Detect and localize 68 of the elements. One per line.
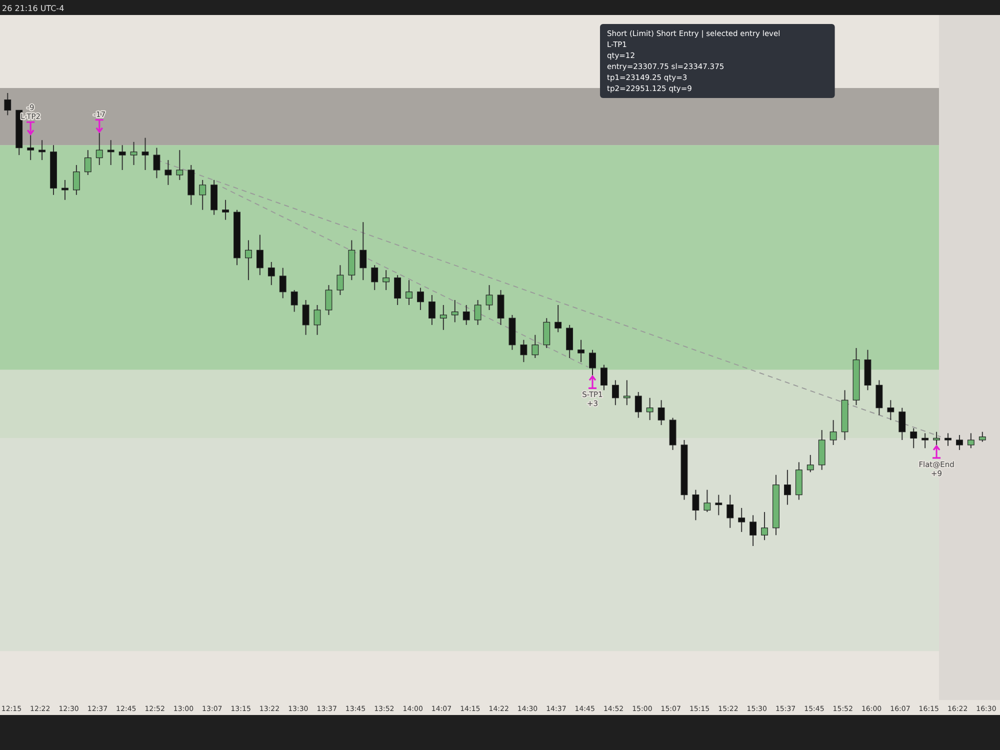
candlestick xyxy=(967,432,974,449)
candlestick xyxy=(761,512,768,541)
candlestick xyxy=(451,300,458,323)
candlestick xyxy=(646,397,654,421)
candlestick xyxy=(142,137,149,171)
candlestick xyxy=(406,280,412,306)
candlestick xyxy=(336,264,344,296)
candlestick xyxy=(910,428,918,449)
candlestick xyxy=(164,160,172,186)
candlestick xyxy=(290,290,298,312)
candlestick xyxy=(692,489,700,521)
candlestick xyxy=(726,494,734,528)
candlestick xyxy=(360,222,367,281)
candlestick xyxy=(634,391,642,418)
candlestick xyxy=(62,179,68,200)
candlestick xyxy=(933,431,940,446)
candlestick xyxy=(887,400,894,421)
candlestick xyxy=(382,270,390,291)
candlestick xyxy=(578,339,584,363)
candlestick xyxy=(623,380,630,406)
candlestick xyxy=(268,261,275,286)
candlestick xyxy=(417,287,424,310)
candlestick xyxy=(371,264,378,291)
candlestick xyxy=(4,92,12,116)
candlestick xyxy=(27,134,34,161)
candlestick xyxy=(600,364,608,391)
candlestick xyxy=(658,400,665,426)
candlestick xyxy=(325,284,332,316)
chart-title: 26 21:16 UTC-4 xyxy=(2,4,64,13)
candlestick xyxy=(566,324,574,359)
candlestick xyxy=(314,304,321,336)
candlestick xyxy=(153,147,160,179)
candlestick xyxy=(806,454,814,473)
candlestick xyxy=(245,240,252,281)
candlestick xyxy=(532,334,539,359)
candlestick xyxy=(394,274,401,306)
candlestick xyxy=(554,304,562,333)
candlestick xyxy=(715,494,722,516)
candlestick xyxy=(497,290,504,326)
candlestick xyxy=(876,380,883,416)
candlestick xyxy=(830,420,837,446)
candlestick xyxy=(922,432,929,449)
candlestick xyxy=(176,150,184,180)
candlestick xyxy=(256,234,264,276)
candlestick xyxy=(898,407,906,440)
candlestick xyxy=(462,304,470,326)
candlestick xyxy=(72,164,80,196)
candlestick xyxy=(956,434,963,450)
candlestick xyxy=(750,514,757,546)
candlestick xyxy=(474,300,482,326)
candlestick xyxy=(222,199,229,220)
candlestick xyxy=(428,294,436,326)
candlestick xyxy=(543,318,550,349)
candlestick xyxy=(130,141,138,166)
candlestick xyxy=(440,304,447,330)
candlestick xyxy=(704,489,711,513)
candlestick xyxy=(944,432,952,446)
candlestick xyxy=(520,339,528,363)
candlestick xyxy=(118,144,126,171)
candlestick xyxy=(279,267,286,299)
candlestick xyxy=(784,469,791,506)
candlestick xyxy=(302,300,310,336)
candlestick xyxy=(84,150,92,176)
candlestick xyxy=(978,431,986,442)
candlestick xyxy=(486,284,493,310)
candlestick xyxy=(612,380,619,406)
candlestick xyxy=(738,507,746,532)
candlestick xyxy=(199,179,206,210)
